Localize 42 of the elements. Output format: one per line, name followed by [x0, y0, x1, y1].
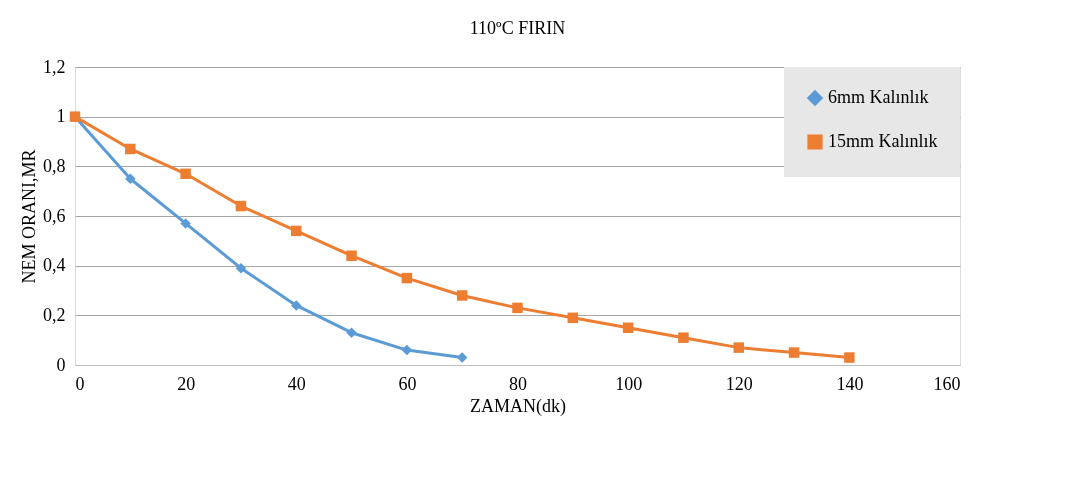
chart-title: 110ºC FIRIN [469, 18, 566, 38]
point [788, 347, 800, 358]
point [456, 290, 468, 301]
point [512, 302, 523, 314]
point [844, 352, 855, 363]
point [401, 272, 413, 284]
point [346, 327, 357, 338]
x-tick-label: 20 [177, 373, 196, 394]
point [567, 312, 579, 324]
y-tick-label: 0,8 [43, 155, 66, 176]
point [291, 225, 302, 237]
point [125, 173, 136, 184]
y-tick-label: 0 [56, 354, 66, 375]
y-axis-title: NEM ORANI,MR [19, 149, 39, 284]
y-tick-label: 1 [56, 106, 66, 127]
point [622, 322, 634, 333]
point [180, 168, 191, 180]
point [235, 262, 247, 274]
y-tick-label: 0,4 [43, 255, 66, 276]
x-tick-label: 120 [725, 373, 753, 394]
x-tick-label: 40 [287, 373, 306, 394]
y-tick-label: 0,6 [43, 205, 66, 226]
legend-label: 6mm Kalınlık [828, 87, 929, 107]
point [401, 344, 413, 356]
point [180, 218, 191, 229]
point [235, 200, 247, 212]
x-axis-title: ZAMAN(dk) [470, 395, 566, 417]
y-tick-label: 0,2 [43, 304, 66, 325]
x-tick-label: 100 [615, 373, 643, 394]
x-tick-label: 140 [836, 373, 864, 394]
x-tick-label: 0 [75, 373, 85, 394]
point [125, 143, 136, 155]
x-tick-label: 60 [398, 373, 417, 394]
point [733, 342, 744, 353]
point [346, 250, 357, 261]
x-tick-label: 160 [933, 373, 961, 394]
point [678, 332, 689, 343]
x-tick-label: 80 [509, 373, 527, 394]
point [291, 300, 302, 311]
y-tick-label: 1,2 [43, 56, 66, 77]
point [456, 352, 468, 363]
legend-label: 15mm Kalınlık [828, 131, 938, 151]
